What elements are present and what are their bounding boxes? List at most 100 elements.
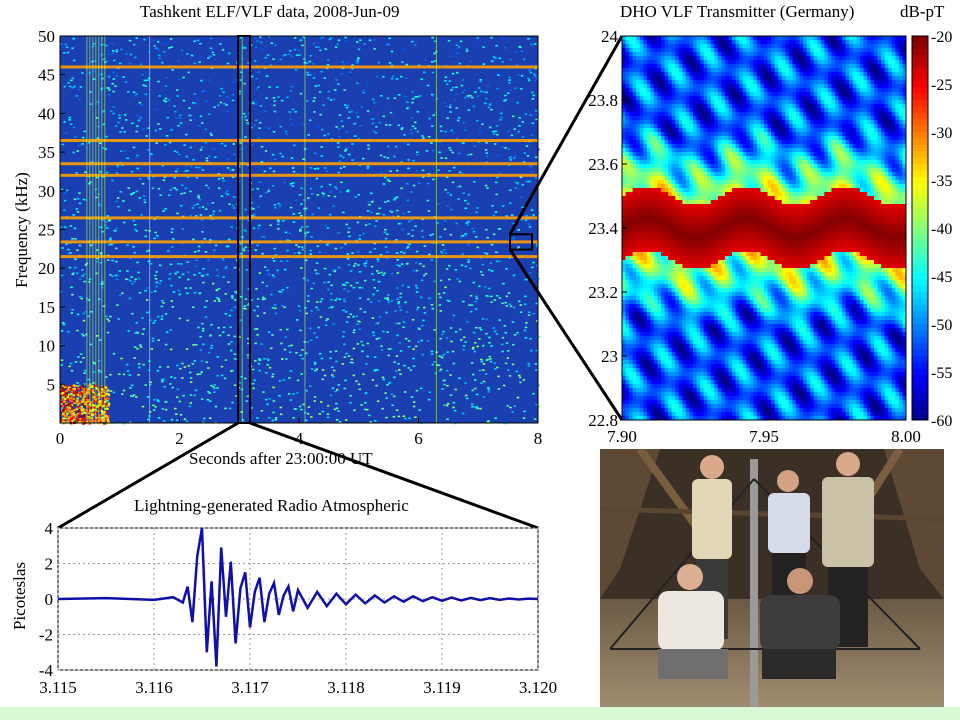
zoom-heatmap-cell bbox=[636, 180, 641, 185]
spectrogram-xlabel: Seconds after 23:00:00 UT bbox=[189, 449, 373, 468]
spectrogram-speckle bbox=[220, 365, 224, 368]
spectrogram-low-freq-energy bbox=[60, 405, 64, 408]
spectrogram-low-freq-energy bbox=[70, 404, 74, 407]
spectrogram-speckle bbox=[174, 271, 177, 274]
zoom-heatmap-cell bbox=[664, 292, 669, 297]
spectrogram-low-freq-energy bbox=[81, 384, 84, 387]
zoom-heatmap-cell bbox=[668, 160, 673, 165]
spectrogram-speckle bbox=[181, 273, 185, 275]
zoom-heatmap-cell bbox=[675, 388, 680, 393]
spectrogram-speckle bbox=[164, 97, 168, 100]
zoom-heatmap-cell bbox=[646, 284, 651, 289]
spectrogram-speckle bbox=[68, 266, 72, 269]
spectrogram-speckle bbox=[346, 258, 350, 260]
zoom-heatmap-cell bbox=[650, 132, 655, 137]
spectrogram-speckle bbox=[308, 60, 312, 63]
spectrogram-speckle bbox=[272, 170, 276, 173]
spectrogram-low-freq-energy bbox=[80, 393, 83, 396]
spectrogram-speckle bbox=[83, 383, 86, 385]
spectrogram-speckle bbox=[356, 82, 359, 85]
zoom-heatmap-cell bbox=[636, 204, 641, 209]
spectrogram-speckle bbox=[65, 46, 69, 49]
zoom-heatmap-cell bbox=[668, 356, 673, 361]
spectrogram-speckle bbox=[259, 105, 262, 107]
spectrogram-speckle bbox=[272, 58, 275, 60]
zoom-heatmap-cell bbox=[646, 296, 651, 301]
spectrogram-speckle bbox=[251, 215, 254, 217]
spectrogram-low-freq-energy bbox=[61, 396, 65, 399]
zoom-heatmap-cell bbox=[675, 108, 680, 113]
zoom-heatmap-cell bbox=[650, 36, 655, 41]
spectrogram-low-freq-energy bbox=[97, 422, 101, 425]
spectrogram-speckle bbox=[128, 297, 132, 300]
spectrogram-speckle bbox=[393, 199, 396, 201]
spectrogram-speckle bbox=[343, 343, 346, 346]
spectrogram-speckle bbox=[181, 184, 184, 187]
zoom-heatmap-cell bbox=[678, 292, 683, 297]
spectrogram-low-freq-energy bbox=[60, 393, 64, 395]
spectrogram-speckle bbox=[420, 296, 423, 299]
zoom-heatmap-cell bbox=[661, 284, 665, 289]
spectrogram-speckle bbox=[176, 388, 180, 391]
spectrogram-speckle bbox=[205, 159, 209, 162]
spectrogram-speckle bbox=[507, 148, 511, 150]
zoom-heatmap-cell bbox=[639, 56, 644, 61]
zoom-heatmap-cell bbox=[643, 124, 648, 129]
spectrogram-speckle bbox=[271, 153, 275, 156]
spectrogram-title: Tashkent ELF/VLF data, 2008-Jun-09 bbox=[140, 2, 400, 21]
spectrogram-speckle bbox=[181, 377, 184, 379]
zoom-heatmap-cell bbox=[689, 56, 694, 61]
spectrogram-speckle bbox=[71, 238, 74, 240]
spectrogram-speckle bbox=[194, 251, 197, 253]
zoom-heatmap-cell bbox=[622, 84, 626, 89]
spectrogram-speckle bbox=[134, 278, 137, 281]
zoom-heatmap-cell bbox=[668, 280, 673, 285]
spectrogram-speckle bbox=[452, 406, 455, 409]
zoom-heatmap-cell bbox=[636, 316, 641, 321]
spectrogram-speckle bbox=[192, 344, 195, 346]
zoom-heatmap-cell bbox=[625, 112, 630, 117]
spectrogram-speckle bbox=[76, 150, 79, 152]
spectrogram-low-freq-energy bbox=[64, 409, 68, 412]
spectrogram-speckle bbox=[170, 284, 173, 287]
spectrogram-speckle bbox=[164, 85, 168, 87]
zoom-heatmap-cell bbox=[675, 232, 680, 237]
spectrogram-speckle bbox=[321, 378, 324, 381]
spectrogram-speckle bbox=[232, 67, 236, 69]
zoom-heatmap-cell bbox=[671, 220, 676, 225]
zoom-heatmap-cell bbox=[650, 208, 655, 213]
spectrogram-speckle bbox=[147, 249, 151, 252]
spectrogram-speckle bbox=[387, 200, 390, 202]
spectrogram-speckle bbox=[537, 405, 541, 408]
spectrogram-speckle bbox=[412, 357, 415, 360]
spectrogram-speckle bbox=[396, 334, 399, 337]
spectrogram-low-freq-energy bbox=[80, 385, 84, 388]
spectrogram-low-freq-energy bbox=[82, 402, 86, 404]
zoom-heatmap-cell bbox=[661, 200, 665, 205]
spectrogram-speckle bbox=[342, 173, 345, 176]
spectrogram-speckle bbox=[388, 382, 391, 384]
zoom-heatmap-cell bbox=[646, 52, 651, 57]
spectrogram-speckle bbox=[508, 236, 512, 239]
spectrogram-speckle bbox=[227, 281, 230, 283]
spectrogram-speckle bbox=[367, 298, 370, 301]
spectrogram-speckle bbox=[377, 212, 381, 215]
zoom-heatmap-cell bbox=[657, 128, 662, 133]
spectrogram-speckle bbox=[173, 105, 176, 107]
zoom-heatmap-cell bbox=[661, 272, 665, 277]
spectrogram-speckle bbox=[337, 171, 340, 174]
zoom-heatmap-cell bbox=[639, 376, 644, 381]
zoom-heatmap-cell bbox=[650, 188, 655, 193]
zoom-heatmap-cell bbox=[664, 252, 669, 257]
spectrogram-speckle bbox=[104, 148, 108, 150]
spectrogram-speckle bbox=[486, 295, 490, 297]
zoom-heatmap-cell bbox=[657, 96, 662, 101]
spectrogram-speckle bbox=[344, 40, 347, 42]
zoom-heatmap-cell bbox=[657, 224, 662, 229]
spectrogram-speckle bbox=[444, 219, 447, 222]
spectrogram-speckle bbox=[311, 213, 315, 215]
zoom-heatmap-cell bbox=[653, 120, 658, 125]
zoom-heatmap-cell bbox=[653, 412, 658, 417]
spectrogram-speckle bbox=[272, 411, 275, 414]
spectrogram-speckle bbox=[78, 144, 82, 147]
